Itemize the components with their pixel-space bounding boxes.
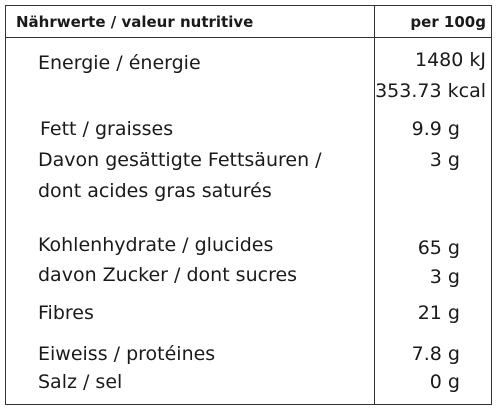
saturated-fat-value: 3 g bbox=[429, 149, 460, 171]
salt-value: 0 g bbox=[429, 371, 460, 393]
sugars-label: davon Zucker / dont sucres bbox=[38, 264, 298, 286]
header-per-100g: per 100g bbox=[410, 13, 486, 31]
header-divider bbox=[5, 37, 492, 38]
saturated-fat-label-fr: dont acides gras saturés bbox=[38, 180, 272, 202]
sugars-value: 3 g bbox=[429, 266, 460, 288]
carbohydrates-label: Kohlenhydrate / glucides bbox=[38, 234, 274, 256]
fat-label: Fett / graisses bbox=[40, 118, 174, 140]
energy-kcal-value: 353.73 kcal bbox=[375, 80, 486, 102]
fibres-value: 21 g bbox=[417, 302, 460, 324]
header-title: Nährwerte / valeur nutritive bbox=[16, 13, 254, 31]
energy-kj-value: 1480 kJ bbox=[415, 49, 486, 71]
fibres-label: Fibres bbox=[38, 302, 94, 324]
column-divider bbox=[374, 5, 375, 405]
protein-value: 7.8 g bbox=[411, 343, 460, 365]
carbohydrates-value: 65 g bbox=[417, 237, 460, 259]
protein-label: Eiweiss / protéines bbox=[38, 343, 216, 365]
table-border bbox=[5, 5, 492, 405]
saturated-fat-label: Davon gesättigte Fettsäuren / bbox=[38, 149, 322, 171]
energy-label: Energie / énergie bbox=[38, 52, 201, 74]
fat-value: 9.9 g bbox=[411, 118, 460, 140]
salt-label: Salz / sel bbox=[38, 371, 123, 393]
